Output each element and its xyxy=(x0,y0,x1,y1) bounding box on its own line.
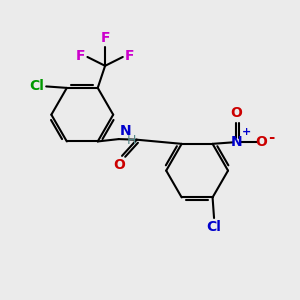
Text: O: O xyxy=(255,135,267,149)
Text: +: + xyxy=(242,127,251,137)
Text: Cl: Cl xyxy=(207,220,221,234)
Text: O: O xyxy=(230,106,242,120)
Text: F: F xyxy=(76,50,85,63)
Text: Cl: Cl xyxy=(29,80,44,93)
Text: H: H xyxy=(127,134,136,147)
Text: O: O xyxy=(114,158,126,172)
Text: -: - xyxy=(268,130,274,146)
Text: F: F xyxy=(100,31,110,45)
Text: N: N xyxy=(119,124,131,138)
Text: N: N xyxy=(230,135,242,149)
Text: F: F xyxy=(125,50,135,63)
